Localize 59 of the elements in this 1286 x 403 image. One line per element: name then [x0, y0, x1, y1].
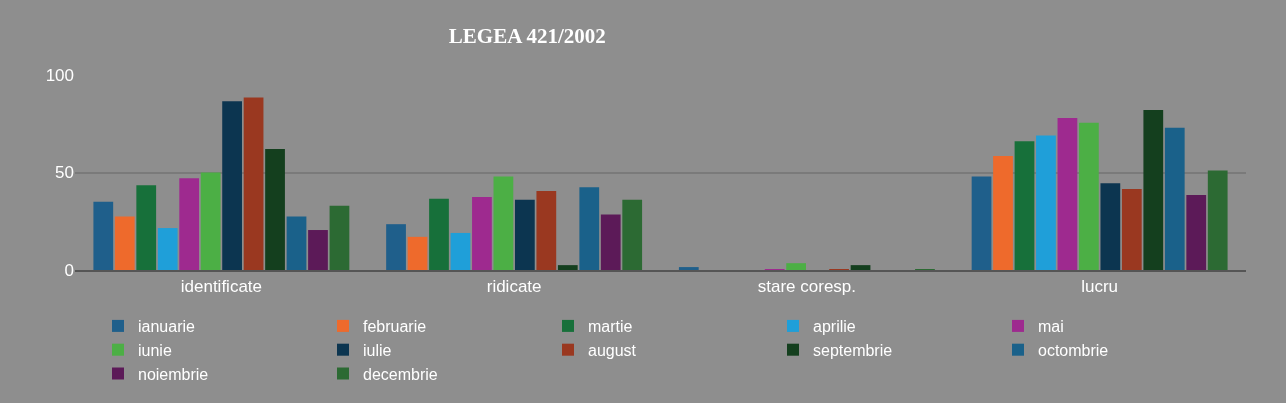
bar [200, 172, 221, 270]
bar [1100, 183, 1121, 270]
legend-label: august [588, 341, 637, 359]
bar [429, 198, 449, 270]
bar [472, 196, 492, 270]
bar [265, 149, 285, 270]
bar [850, 265, 871, 270]
bar [786, 263, 807, 270]
bar [222, 101, 242, 270]
bar [1207, 170, 1228, 270]
bar [600, 214, 621, 270]
bar [971, 176, 992, 270]
bar [579, 187, 600, 270]
x-tick-label: lucru [1081, 277, 1119, 297]
bar [1143, 110, 1164, 270]
bar [308, 230, 328, 270]
legend-label: aprilie [813, 318, 856, 336]
bar [93, 201, 114, 270]
bar [157, 228, 178, 270]
bar [557, 265, 578, 270]
legend-label: septembrie [813, 341, 893, 359]
x-tick-label: identificate [180, 277, 263, 297]
legend-label: noiembrie [138, 365, 209, 383]
bar [536, 191, 557, 270]
y-tick-label: 50 [55, 163, 74, 183]
bar [386, 224, 406, 270]
bar [622, 199, 643, 270]
bar [1164, 127, 1185, 270]
bar [179, 178, 200, 270]
bar [1186, 194, 1207, 270]
bar [329, 205, 350, 270]
bar [286, 216, 307, 270]
y-tick-label: 0 [64, 260, 74, 280]
bar [1079, 122, 1099, 270]
bar [993, 155, 1013, 270]
bar [1121, 189, 1142, 270]
bar [514, 199, 535, 270]
legend-label: martie [588, 318, 633, 336]
legend-label: februarie [363, 318, 427, 336]
legend-label: decembrie [363, 365, 438, 383]
bar [243, 97, 264, 270]
bar [407, 236, 428, 270]
x-tick-label: ridicate [486, 277, 542, 297]
legend-label: mai [1038, 318, 1064, 336]
legend-label: ianuarie [138, 318, 196, 336]
bar [678, 267, 699, 270]
bar [1014, 141, 1035, 270]
bar [450, 232, 471, 270]
y-tick-label: 100 [45, 65, 74, 85]
legend-label: iulie [363, 341, 392, 359]
bar [1057, 117, 1078, 270]
x-tick-label: stare coresp. [757, 277, 857, 297]
bar [114, 216, 135, 270]
bar [493, 176, 514, 270]
bar [1036, 135, 1056, 270]
chart-title: LEGEA 421/2002 [448, 23, 606, 48]
legend-label: octombrie [1038, 341, 1109, 359]
legend-label: iunie [138, 341, 172, 359]
bar [136, 185, 157, 270]
